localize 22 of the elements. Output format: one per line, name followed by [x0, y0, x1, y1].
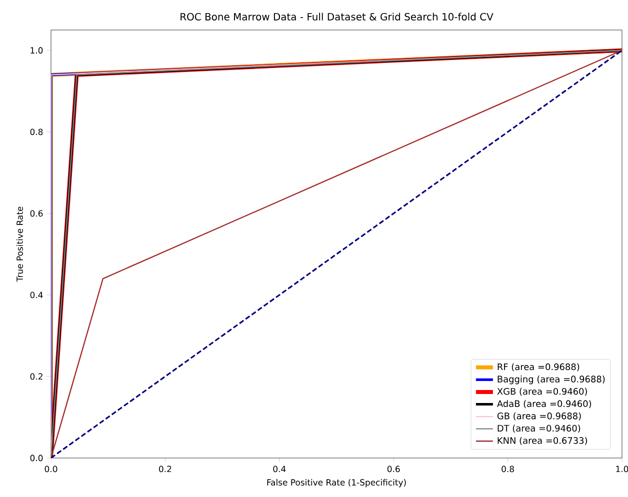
x-tick-label: 0.2: [159, 466, 172, 472]
legend-label: Bagging (area =0.9688): [498, 376, 605, 384]
x-tick-label: 0.8: [502, 466, 514, 472]
y-tick-label: 0.2: [30, 373, 42, 380]
legend-label: AdaB (area =0.9460): [496, 400, 592, 408]
legend-label: RF (area =0.9688): [498, 363, 580, 372]
y-tick-label: 0.4: [30, 292, 43, 298]
chart-title: ROC Bone Marrow Data - Full Dataset & Grid Search 10-fold CV: [180, 12, 494, 20]
x-tick-label: 1.0: [616, 466, 628, 472]
legend-label: KNN (area =0.6733): [498, 436, 588, 445]
legend-label: DT (area =0.9460): [498, 424, 580, 433]
y-tick-label: 0.8: [30, 128, 43, 136]
y-tick-label: 1.0: [30, 47, 43, 54]
y-tick-label: 0.0: [30, 454, 43, 462]
y-tick-label: 0.6: [30, 210, 43, 217]
x-tick-label: 0.0: [44, 466, 58, 472]
x-tick-label: 0.6: [387, 466, 400, 472]
legend-label: XGB (area =0.9460): [497, 388, 587, 396]
x-tick-label: 0.4: [273, 466, 286, 472]
legend-label: GB (area =0.9688): [497, 412, 581, 420]
y-axis-title: True Positive Rate: [16, 206, 23, 282]
x-axis-title: False Positive Rate (1-Specificity): [267, 479, 406, 488]
